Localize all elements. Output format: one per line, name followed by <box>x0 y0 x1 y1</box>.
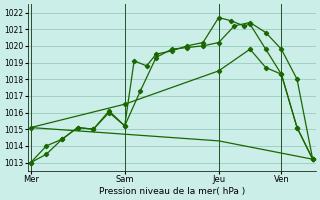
X-axis label: Pression niveau de la mer( hPa ): Pression niveau de la mer( hPa ) <box>99 187 245 196</box>
